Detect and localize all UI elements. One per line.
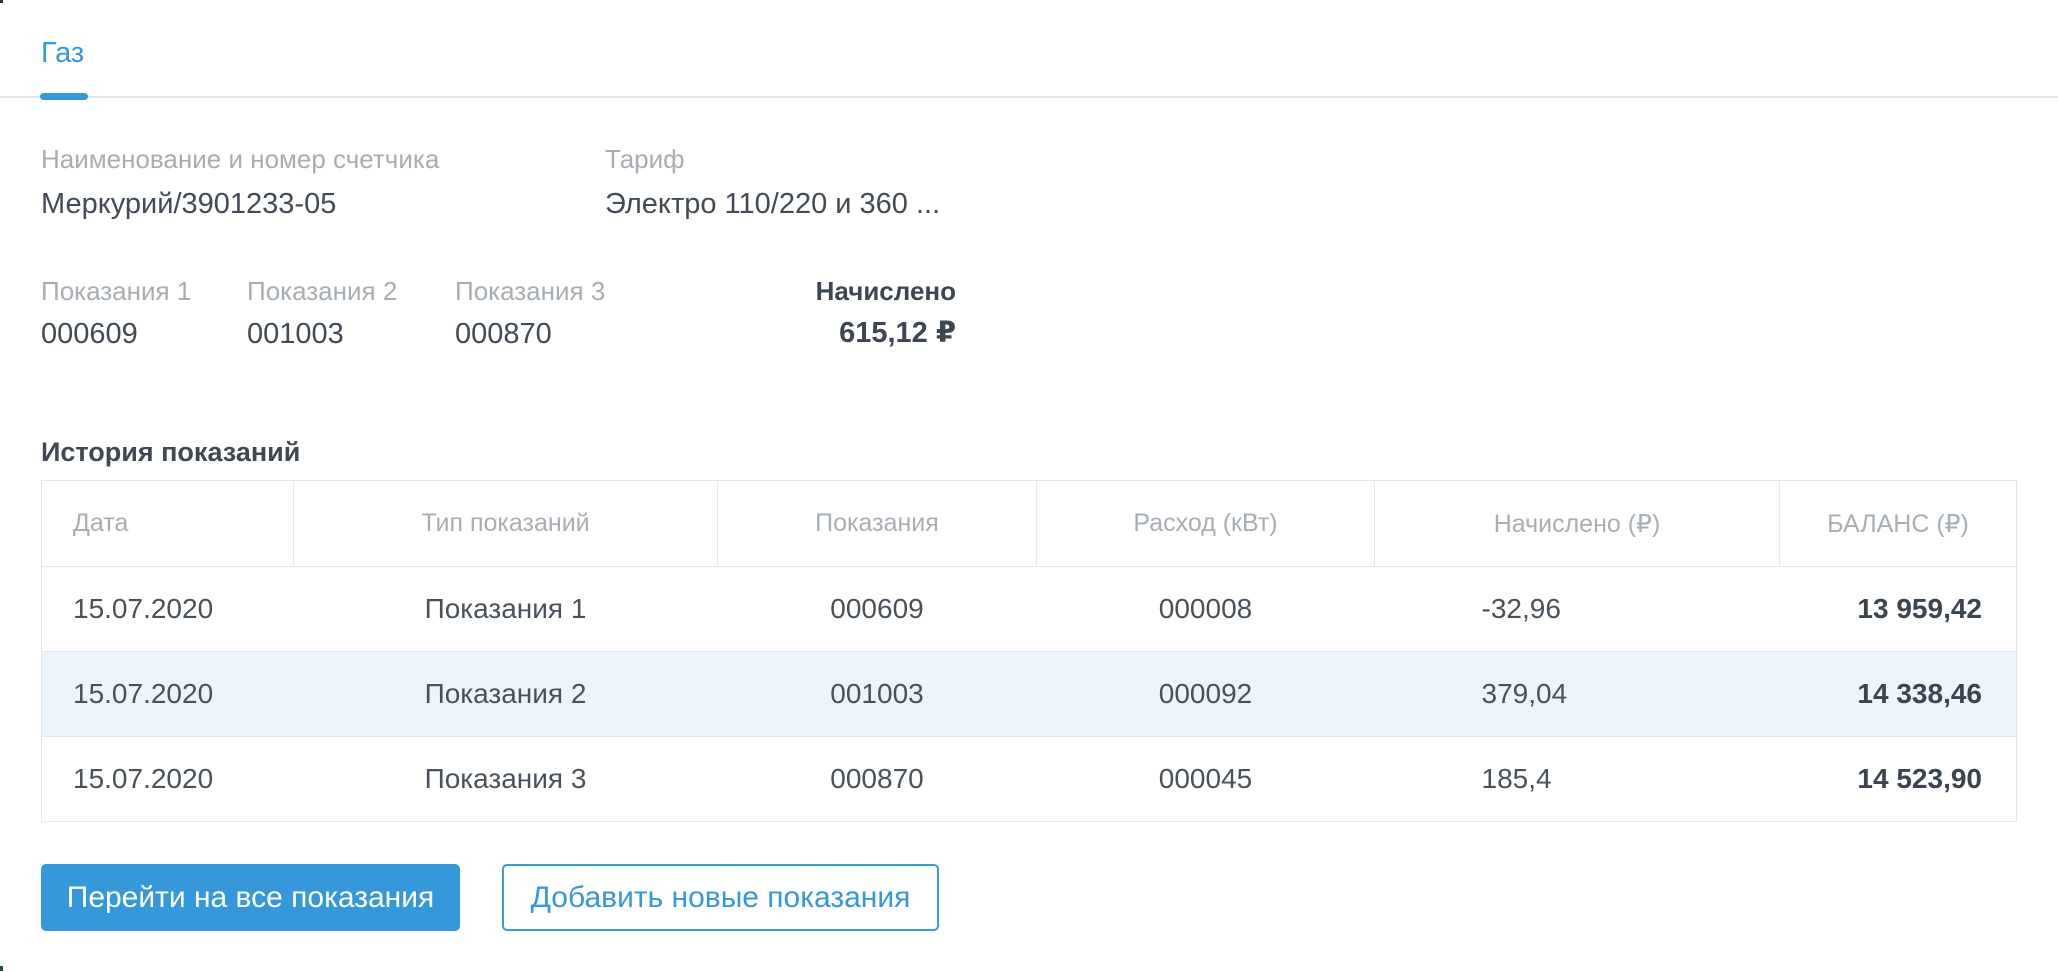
cell-accrued: 185,4 bbox=[1374, 736, 1780, 822]
cell-date: 15.07.2020 bbox=[41, 566, 294, 652]
history-table: Дата Тип показаний Показания Расход (кВт… bbox=[41, 480, 2017, 822]
screen-artifact-bottom bbox=[0, 966, 3, 971]
reading-block-3: Показания 3 000870 bbox=[455, 278, 705, 349]
cell-balance: 13 959,42 bbox=[1779, 566, 2017, 652]
column-header-balance: БАЛАНС (₽) bbox=[1779, 480, 2017, 567]
tariff-block: Тариф Электро 110/220 и 360 ... bbox=[605, 146, 1169, 219]
tariff-label: Тариф bbox=[605, 144, 685, 174]
reading-block-1: Показания 1 000609 bbox=[41, 278, 247, 349]
active-tab-indicator bbox=[40, 93, 89, 100]
cell-accrued: -32,96 bbox=[1374, 566, 1780, 652]
reading-3-label: Показания 3 bbox=[455, 276, 606, 306]
cell-reading: 000609 bbox=[717, 566, 1037, 652]
meter-name-block: Наименование и номер счетчика Меркурий/3… bbox=[41, 146, 605, 219]
accrued-value: 615,12 ₽ bbox=[839, 317, 956, 349]
readings-summary-section: Показания 1 000609 Показания 2 001003 По… bbox=[41, 278, 2058, 349]
column-header-type: Тип показаний bbox=[293, 480, 718, 567]
add-new-readings-button[interactable]: Добавить новые показания bbox=[502, 864, 939, 931]
reading-3-value: 000870 bbox=[455, 318, 552, 350]
cell-consumption: 000045 bbox=[1036, 736, 1375, 822]
meter-name-value: Меркурий/3901233-05 bbox=[41, 188, 337, 220]
cell-accrued: 379,04 bbox=[1374, 651, 1780, 737]
accrued-label: Начислено bbox=[815, 276, 956, 306]
tab-gas[interactable]: Газ bbox=[40, 0, 89, 100]
cell-type: Показания 3 bbox=[293, 736, 718, 822]
cell-date: 15.07.2020 bbox=[41, 651, 294, 737]
reading-2-value: 001003 bbox=[247, 318, 344, 350]
column-header-accrued: Начислено (₽) bbox=[1374, 480, 1780, 567]
table-row: 15.07.2020 Показания 1 000609 000008 -32… bbox=[41, 566, 2017, 652]
cell-consumption: 000008 bbox=[1036, 566, 1375, 652]
cell-balance: 14 338,46 bbox=[1779, 651, 2017, 737]
actions-bar: Перейти на все показания Добавить новые … bbox=[41, 864, 2058, 931]
meter-name-label: Наименование и номер счетчика bbox=[41, 144, 440, 174]
reading-block-2: Показания 2 001003 bbox=[247, 278, 455, 349]
cell-reading: 001003 bbox=[717, 651, 1037, 737]
cell-balance: 14 523,90 bbox=[1779, 736, 2017, 822]
cell-date: 15.07.2020 bbox=[41, 736, 294, 822]
tariff-value: Электро 110/220 и 360 ... bbox=[605, 188, 941, 220]
history-title: История показаний bbox=[41, 437, 301, 467]
reading-2-label: Показания 2 bbox=[247, 276, 398, 306]
column-header-reading: Показания bbox=[717, 480, 1037, 567]
reading-1-value: 000609 bbox=[41, 318, 138, 350]
tab-bar: Газ bbox=[0, 0, 2058, 100]
tab-gas-label: Газ bbox=[41, 37, 85, 69]
table-header-row: Дата Тип показаний Показания Расход (кВт… bbox=[41, 480, 2017, 567]
column-header-consumption: Расход (кВт) bbox=[1036, 480, 1375, 567]
reading-1-label: Показания 1 bbox=[41, 276, 192, 306]
column-header-date: Дата bbox=[41, 480, 294, 567]
go-to-all-readings-button[interactable]: Перейти на все показания bbox=[41, 864, 460, 931]
cell-consumption: 000092 bbox=[1036, 651, 1375, 737]
screen-artifact-top bbox=[0, 0, 3, 3]
cell-type: Показания 2 bbox=[293, 651, 718, 737]
cell-type: Показания 1 bbox=[293, 566, 718, 652]
meter-info-section: Наименование и номер счетчика Меркурий/3… bbox=[41, 146, 2058, 219]
accrued-block: Начислено 615,12 ₽ bbox=[705, 278, 956, 349]
table-row: 15.07.2020 Показания 3 000870 000045 185… bbox=[41, 736, 2017, 822]
table-row: 15.07.2020 Показания 2 001003 000092 379… bbox=[41, 651, 2017, 737]
cell-reading: 000870 bbox=[717, 736, 1037, 822]
